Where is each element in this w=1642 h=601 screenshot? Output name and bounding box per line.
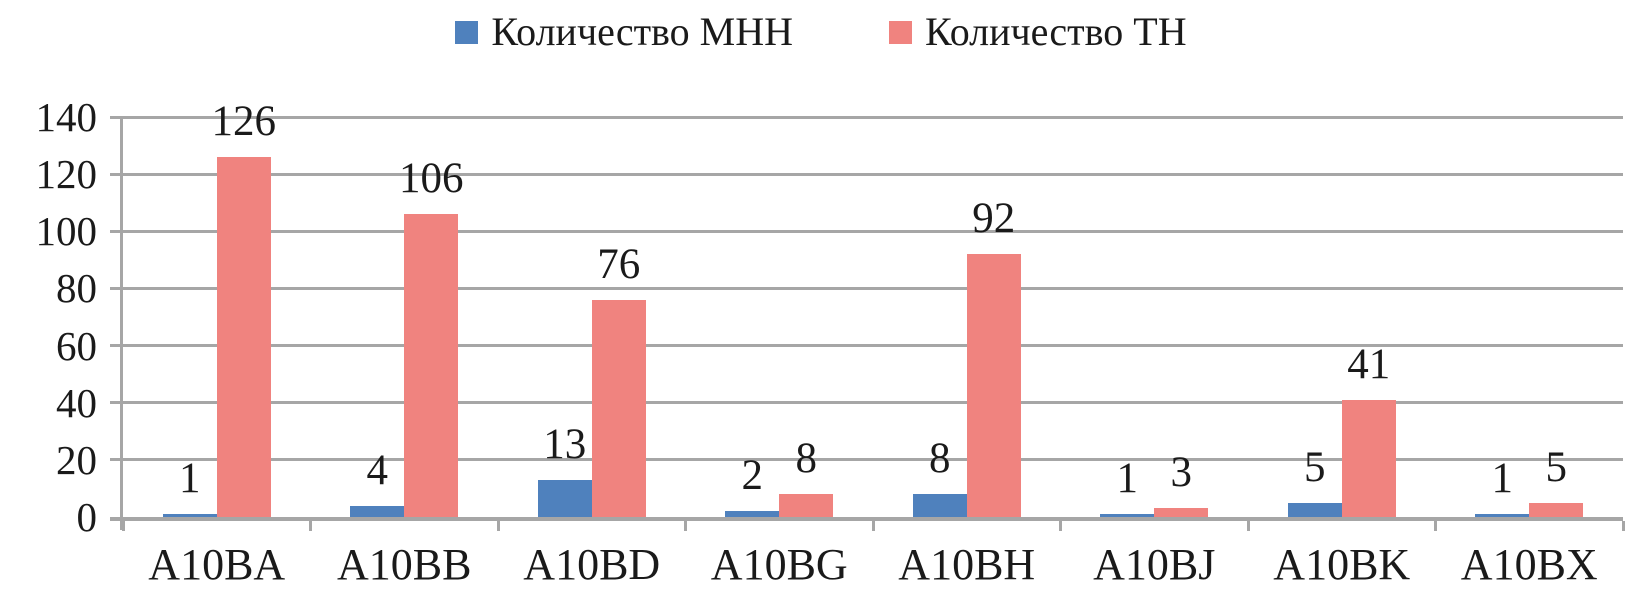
bar-column: 76	[591, 117, 646, 517]
gridline	[110, 344, 1623, 348]
x-axis-tick	[1059, 521, 1062, 531]
bar-value-label: 8	[929, 435, 951, 483]
gridline	[110, 458, 1623, 462]
x-axis-category-label: A10BX	[1460, 540, 1598, 589]
gridline	[110, 115, 1623, 119]
x-axis-tick	[1621, 521, 1625, 531]
legend-label-tn: Количество ТН	[925, 9, 1187, 54]
bar-value-label: 1	[1491, 455, 1514, 503]
gridline	[110, 172, 1623, 176]
y-axis-tick-label: 100	[35, 208, 98, 255]
bar-value-label: 3	[1170, 449, 1193, 497]
bar-value-label: 1	[179, 455, 201, 503]
bar-column: 1	[1100, 117, 1155, 517]
x-axis-category-label: A10BG	[710, 540, 848, 589]
y-axis-tick-label: 80	[56, 265, 97, 312]
x-axis-tick	[309, 521, 312, 531]
bar-value-label: 126	[211, 98, 277, 145]
y-axis-tick-label: 60	[56, 322, 97, 369]
bar-mnn-a10bd	[537, 479, 592, 517]
bar-column: 41	[1341, 117, 1396, 517]
legend-swatch-tn-icon	[889, 20, 913, 44]
bar-mnn-a10bk	[1287, 502, 1342, 517]
bar-value-label: 4	[366, 446, 389, 494]
bar-column: 4	[350, 117, 405, 517]
gridline	[110, 286, 1623, 290]
bar-value-label: 5	[1304, 443, 1326, 491]
x-axis-category-label: A10BD	[523, 540, 661, 589]
plot-area: 0 20 40 60 80 100 120 140 1 126 A10BA 4 106 A10BB 13 76…	[36, 94, 1625, 587]
x-axis-category-label: A10BB	[337, 540, 472, 589]
bar-column: 5	[1287, 117, 1342, 517]
legend-swatch-mnn-icon	[455, 20, 479, 44]
x-axis-category-label: A10BK	[1273, 540, 1411, 589]
x-axis-tick	[871, 521, 875, 531]
bar-tn-a10bg	[779, 494, 834, 517]
bar-column: 5	[1529, 117, 1584, 517]
x-axis-category-label: A10BJ	[1093, 540, 1216, 589]
bar-value-label: 13	[543, 420, 587, 468]
bar-column: 1	[1475, 117, 1530, 517]
bar-mnn-a10bg	[725, 511, 780, 517]
bar-mnn-a10bx	[1475, 514, 1530, 517]
x-axis-tick	[1434, 521, 1437, 531]
bar-mnn-a10ba	[162, 514, 217, 517]
bar-column: 1	[162, 117, 217, 517]
bar-value-label: 76	[597, 240, 641, 288]
x-axis-line	[110, 517, 1623, 521]
bar-value-label: 5	[1545, 443, 1568, 491]
x-axis-category-label: A10BH	[898, 540, 1036, 589]
bar-column: 3	[1154, 117, 1209, 517]
bar-tn-a10bx	[1529, 502, 1584, 517]
bar-column: 106	[399, 117, 464, 517]
bar-value-label: 2	[741, 452, 764, 500]
x-axis-tick	[496, 521, 500, 531]
bar-value-label: 1	[1116, 455, 1139, 503]
chart-legend: Количество МНН Количество ТН	[0, 10, 1642, 54]
bar-column: 126	[212, 100, 276, 517]
x-axis-category-label: A10BA	[148, 540, 286, 589]
bar-tn-a10bb	[404, 214, 459, 517]
bar-tn-a10bd	[591, 299, 646, 517]
bar-value-label: 8	[795, 435, 818, 483]
legend-item-tn: Количество ТН	[889, 10, 1187, 54]
y-axis-tick-label: 120	[35, 151, 98, 198]
bar-tn-a10bh	[966, 254, 1021, 517]
bar-value-label: 41	[1347, 340, 1391, 388]
bar-tn-a10bk	[1341, 399, 1396, 517]
category-group: 5 41	[1248, 117, 1436, 517]
gridline	[110, 401, 1623, 405]
y-axis-tick-label: 140	[35, 94, 98, 140]
bar-tn-a10bj	[1154, 508, 1209, 517]
category-group: 13 76	[498, 117, 686, 517]
bar-column: 92	[966, 117, 1021, 517]
x-axis-tick	[1246, 521, 1250, 531]
bar-mnn-a10bj	[1100, 514, 1155, 517]
bar-value-label: 106	[399, 155, 464, 203]
bar-value-label: 92	[972, 195, 1016, 243]
bar-tn-a10ba	[216, 157, 271, 517]
y-axis-tick-label: 0	[76, 494, 98, 540]
legend-item-mnn: Количество МНН	[455, 10, 793, 54]
bar-mnn-a10bb	[350, 505, 405, 517]
x-axis-tick	[684, 521, 687, 531]
category-group: 4 106	[311, 117, 499, 517]
y-axis-tick-label: 20	[56, 436, 97, 483]
bar-column: 8	[912, 117, 967, 517]
bar-column: 8	[779, 117, 834, 517]
x-axis-tick	[121, 521, 125, 531]
y-axis-line	[120, 116, 123, 530]
category-group: 8 92	[873, 117, 1061, 517]
y-axis-tick-label: 40	[56, 379, 97, 426]
gridline	[110, 229, 1623, 233]
bar-mnn-a10bh	[912, 494, 967, 517]
legend-label-mnn: Количество МНН	[491, 9, 794, 54]
bar-column: 2	[725, 117, 780, 517]
bar-column: 13	[537, 117, 592, 517]
category-group: 1 126	[123, 100, 311, 517]
